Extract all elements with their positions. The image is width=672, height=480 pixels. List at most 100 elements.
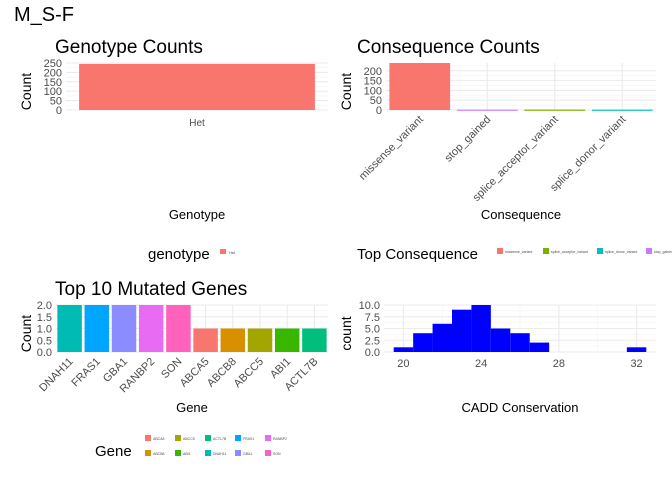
y-tick-label: 200	[44, 67, 62, 79]
bar-ACTL7B	[302, 328, 327, 352]
bar-splice_donor_variant	[591, 109, 653, 111]
y-tick-label: 100	[44, 86, 62, 98]
x-tick-label: FRAS1	[69, 356, 103, 390]
y-axis-label: Count	[338, 73, 354, 110]
bar-missense_variant	[389, 63, 451, 110]
x-tick-label: missense_variant	[357, 114, 426, 183]
legend-consequence: Top Consequence missense_variant splice_ac…	[357, 246, 672, 263]
legend-key	[145, 450, 151, 456]
legend-key	[220, 249, 226, 254]
legend-key	[597, 248, 603, 254]
bar-Het	[79, 63, 315, 110]
bar-ABCC5	[247, 328, 273, 352]
y-tick-label: 0.0	[37, 347, 52, 359]
y-tick-label: 100	[364, 85, 382, 97]
legend-label: RANBP2	[273, 437, 287, 441]
legend-title: genotype	[148, 246, 210, 263]
chart-title: Genotype Counts	[55, 37, 203, 58]
bar-DNAH11	[57, 305, 82, 352]
legend-key	[497, 248, 503, 254]
legend-label: ABI1	[183, 452, 191, 456]
legend-genotype: genotype Het	[148, 246, 236, 263]
page-title: M_S-F	[14, 4, 74, 26]
bar-RANBP2	[138, 305, 164, 352]
legend-key	[205, 435, 211, 441]
legend-label: ABCA5	[153, 437, 165, 441]
legend-label: GBA1	[243, 452, 252, 456]
histogram-bar	[490, 328, 511, 352]
y-tick-label: 0.0	[365, 347, 380, 359]
bar-stop_gained	[456, 109, 518, 111]
legend-label: ABCB8	[153, 452, 165, 456]
y-tick-label: 150	[44, 77, 62, 89]
legend-key	[543, 248, 549, 254]
x-axis-label: Consequence	[481, 207, 561, 222]
x-tick-label: splice_donor_variant	[548, 114, 628, 194]
legend-genes: Gene ABCA5 ABCB8 ABCC5 ABI1 ACTL7B DNAH11 FRAS1…	[95, 435, 287, 460]
y-tick-label: 150	[364, 76, 382, 88]
y-tick-label: 2.5	[365, 335, 380, 347]
legend-label: missense_variant	[505, 250, 532, 254]
histogram-bar	[413, 333, 433, 352]
legend-label: ACTL7B	[213, 437, 227, 441]
bar-SON	[166, 305, 191, 352]
y-tick-label: 250	[44, 58, 62, 70]
legend-key	[265, 450, 271, 456]
x-tick-label: 20	[397, 358, 409, 370]
y-tick-label: 0.5	[37, 335, 52, 347]
histogram-bar	[626, 347, 647, 352]
x-tick-label: Het	[189, 118, 205, 129]
y-tick-label: 50	[370, 95, 382, 107]
histogram-bar	[510, 333, 530, 352]
x-tick-label: stop_gained	[442, 114, 493, 165]
bar-ABCB8	[220, 328, 246, 352]
x-axis-label: Gene	[176, 400, 208, 415]
y-axis-label: count	[338, 316, 354, 350]
legend-title: Gene	[95, 443, 132, 460]
panel-genes: Top 10 Mutated Genes 0.00.51.01.52.0Count…	[18, 279, 328, 415]
legend-label: ABCC5	[183, 437, 195, 441]
y-tick-label: 0	[376, 105, 382, 117]
legend-key	[175, 450, 181, 456]
legend-key	[175, 435, 181, 441]
legend-key	[265, 435, 271, 441]
legend-label: SON	[273, 452, 281, 456]
legend-label: stop_gained	[654, 250, 672, 254]
y-tick-label: 1.0	[37, 324, 52, 336]
y-axis-label: Count	[18, 73, 34, 110]
x-tick-label: 24	[475, 358, 487, 370]
legend-label: Het	[229, 250, 236, 255]
legend-label: splice_donor_variant	[605, 250, 637, 254]
legend-label: FRAS1	[243, 437, 254, 441]
y-axis-label: Count	[18, 315, 34, 352]
histogram-bar	[432, 323, 452, 352]
y-tick-label: 10.0	[359, 300, 380, 312]
bar-ABI1	[274, 328, 300, 352]
bar-FRAS1	[84, 305, 110, 352]
legend-key	[235, 450, 241, 456]
x-tick-label: DNAH11	[37, 356, 76, 395]
bar-GBA1	[111, 305, 137, 352]
y-tick-label: 0	[56, 105, 62, 117]
histogram-bar	[452, 309, 472, 352]
x-tick-label: 28	[553, 358, 565, 370]
legend-label: splice_acceptor_variant	[551, 250, 588, 254]
x-axis-label: CADD Conservation	[461, 400, 578, 415]
y-tick-label: 200	[364, 66, 382, 78]
y-tick-label: 7.5	[365, 312, 380, 324]
y-tick-label: 1.5	[37, 312, 52, 324]
y-tick-label: 50	[50, 96, 62, 108]
legend-key	[235, 435, 241, 441]
y-tick-label: 2.0	[37, 300, 52, 312]
legend-title: Top Consequence	[357, 246, 478, 263]
histogram-bar	[393, 347, 414, 352]
legend-key	[646, 248, 652, 254]
chart-title: Consequence Counts	[357, 37, 540, 58]
legend-key	[205, 450, 211, 456]
x-tick-label: ABCC5	[232, 356, 266, 390]
chart-title: Top 10 Mutated Genes	[55, 279, 247, 300]
histogram-bar	[471, 305, 491, 352]
bar-splice_acceptor_variant	[524, 109, 586, 111]
